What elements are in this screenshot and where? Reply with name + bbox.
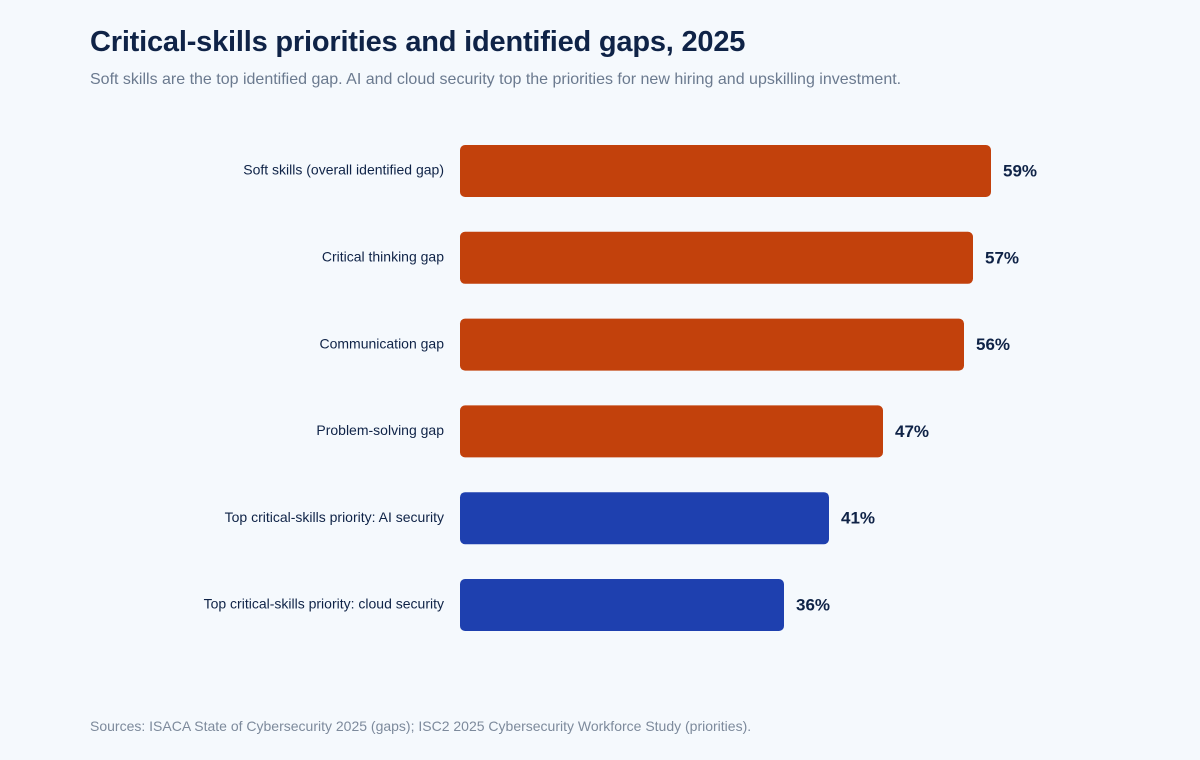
category-label-1: Soft skills (overall identified gap) [243,162,444,178]
value-label-6: 36% [796,595,830,614]
bar-4 [460,405,883,458]
category-label-3: Communication gap [319,335,444,351]
category-label-6: Top critical-skills priority: cloud secu… [204,596,444,612]
category-label-2: Critical thinking gap [322,249,444,265]
bar-5 [460,492,829,545]
value-label-3: 56% [976,335,1010,354]
bar-1 [460,145,991,197]
value-label-4: 47% [895,422,929,441]
chart-subtitle: Soft skills are the top identified gap. … [90,71,902,88]
category-label-4: Problem-solving gap [316,422,444,438]
bar-6 [460,579,784,631]
bar-2 [460,231,973,284]
sources-note: Sources: ISACA State of Cybersecurity 20… [90,718,752,734]
bar-chart: Soft skills (overall identified gap) 59% C… [204,145,1037,631]
value-label-5: 41% [841,509,875,528]
value-label-2: 57% [985,248,1019,267]
category-label-5: Top critical-skills priority: AI securit… [225,509,444,525]
bar-3 [460,318,964,371]
value-label-1: 59% [1003,161,1037,180]
chart-title: Critical-skills priorities and identifie… [90,26,746,58]
